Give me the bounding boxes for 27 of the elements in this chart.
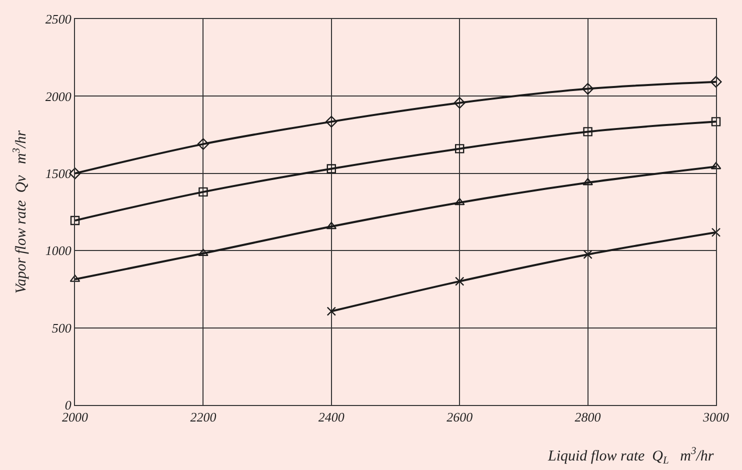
- x-axis-title: Liquid flow rate Q$_{L}$ m$^{3}$/hr: [547, 446, 714, 466]
- point: [326, 306, 336, 316]
- y-tick-label: 1500: [45, 166, 72, 181]
- point: [326, 164, 336, 174]
- point: [198, 187, 208, 197]
- point: [326, 116, 338, 128]
- point: [455, 144, 464, 154]
- point: [455, 276, 464, 286]
- point: [711, 228, 721, 237]
- point: [197, 138, 209, 150]
- point: [454, 198, 465, 206]
- x-tick-label: 2600: [446, 410, 474, 425]
- y-tick-label: 2500: [45, 12, 72, 27]
- point: [710, 76, 722, 88]
- x-tick-label: 2400: [318, 410, 345, 425]
- x-tick-label: 2200: [190, 410, 217, 425]
- y-tick-label: 2000: [45, 88, 72, 104]
- point: [454, 97, 466, 109]
- point: [70, 216, 80, 226]
- point: [583, 127, 592, 136]
- y-tick-label: 500: [52, 320, 72, 336]
- point: [582, 82, 594, 95]
- x-tick-label: 2800: [574, 410, 602, 425]
- x-tick-label: 3000: [702, 410, 730, 425]
- y-tick-label: 1000: [45, 243, 72, 258]
- point: [711, 117, 721, 126]
- point: [326, 222, 337, 230]
